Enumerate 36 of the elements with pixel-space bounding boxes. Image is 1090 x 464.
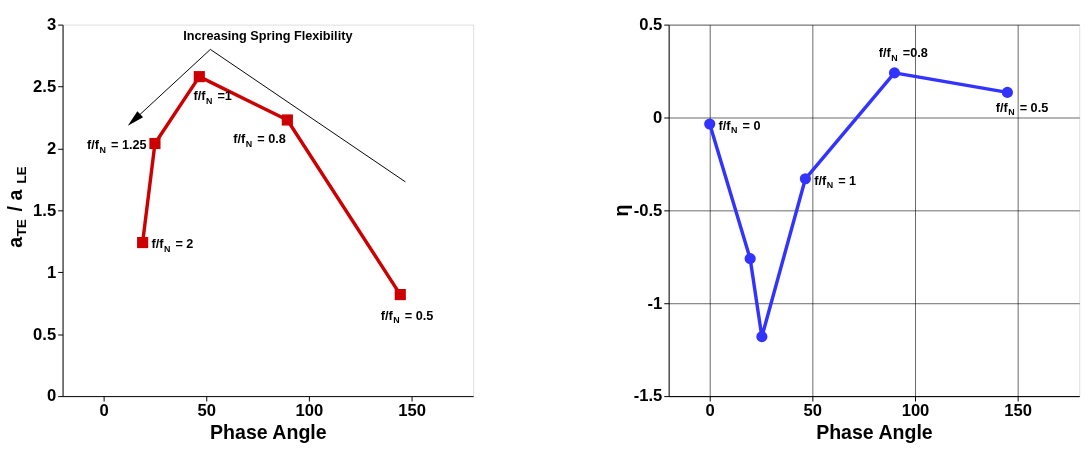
x-axis-title: Phase Angle — [210, 420, 327, 443]
y-tick-label: -1.5 — [633, 386, 663, 406]
y-tick-label: 0.5 — [33, 324, 57, 344]
x-tick-label: 50 — [197, 401, 216, 421]
y-tick-label: 3 — [46, 15, 57, 35]
x-tick-label: 100 — [295, 401, 324, 421]
y-tick-label: 0 — [653, 107, 663, 127]
point — [193, 71, 205, 83]
x-tick-label: 50 — [803, 401, 823, 421]
x-axis-title: Phase Angle — [816, 420, 933, 443]
x-tick-label: 150 — [1004, 401, 1033, 421]
x-tick-label: 150 — [398, 401, 426, 421]
x-tick-label: 0 — [705, 401, 715, 421]
y-tick-label: 2.5 — [33, 76, 57, 96]
point — [756, 331, 768, 343]
point — [394, 289, 406, 301]
y-tick-label: -1 — [647, 293, 663, 313]
point — [888, 67, 901, 79]
y-axis-title: aTE / aLE — [3, 166, 30, 248]
y-tick-label: 1 — [46, 262, 57, 282]
y-axis-title: η — [609, 204, 632, 217]
y-tick-label: -0.5 — [633, 200, 663, 220]
point — [137, 236, 149, 249]
y-tick-label: 1.5 — [33, 200, 57, 220]
y-tick-label: 2 — [46, 138, 57, 158]
point — [1001, 86, 1013, 98]
x-tick-label: 0 — [99, 401, 109, 421]
x-tick-label: 100 — [901, 401, 930, 421]
point — [149, 137, 161, 150]
point — [744, 253, 756, 265]
point — [704, 118, 716, 130]
y-tick-label: 0.5 — [639, 15, 663, 35]
y-tick-label: 0 — [46, 386, 57, 406]
point — [281, 114, 293, 126]
point — [799, 173, 811, 185]
annotation: Increasing Spring Flexibility — [183, 29, 353, 44]
